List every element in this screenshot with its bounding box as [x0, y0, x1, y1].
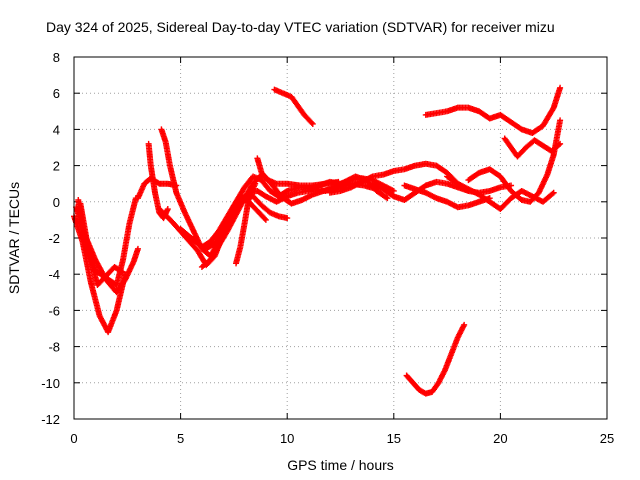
y-tick-label: 0: [53, 195, 60, 210]
series-arc-04: [77, 200, 127, 289]
y-tick-label: -12: [41, 412, 60, 427]
series-arc-16: [369, 178, 515, 203]
series-arc-18: [403, 321, 468, 397]
y-tick-label: -6: [48, 303, 60, 318]
data-point: [557, 140, 564, 147]
data-point: [550, 189, 557, 196]
chart-title: Day 324 of 2025, Sidereal Day-to-day VTE…: [46, 19, 555, 35]
tick-labels: 0 5 10 15 20 25 -12 -10 -8 -6 -4 -2 0 2 4 6 8: [41, 50, 614, 446]
data-point: [383, 194, 390, 201]
data-point: [557, 84, 564, 91]
x-axis-label: GPS time / hours: [287, 457, 394, 473]
data-point: [549, 190, 556, 197]
data-point: [309, 120, 316, 127]
data-point: [335, 178, 342, 185]
y-tick-label: 2: [53, 159, 60, 174]
data-point: [284, 215, 291, 222]
series-arc-12: [233, 180, 259, 267]
y-tick-label: 6: [53, 86, 60, 101]
y-tick-label: -4: [48, 267, 60, 282]
x-tick-label: 25: [600, 431, 614, 446]
data-point: [384, 195, 391, 202]
x-tick-label: 15: [387, 431, 401, 446]
series-arc-14: [271, 86, 316, 127]
data-point: [308, 119, 315, 126]
plot-frame: [73, 56, 608, 420]
series-arc-13: [254, 155, 342, 189]
data-point: [134, 245, 141, 252]
data-point: [164, 206, 171, 213]
data-series: [71, 84, 564, 397]
data-point: [261, 215, 268, 222]
x-tick-label: 0: [70, 431, 77, 446]
data-point: [252, 180, 259, 187]
data-point: [390, 187, 397, 194]
series-arc-11: [203, 193, 269, 252]
series-arc-17: [401, 182, 493, 211]
y-tick-label: 4: [53, 122, 60, 137]
y-tick-label: -10: [41, 376, 60, 391]
data-point: [549, 105, 556, 112]
data-point: [557, 117, 564, 124]
data-point: [118, 268, 125, 275]
y-tick-label: -8: [48, 340, 60, 355]
data-point: [262, 216, 269, 223]
series-arc-19: [422, 84, 564, 137]
grid-lines: [74, 57, 607, 419]
axis-ticks: [73, 56, 608, 420]
y-tick-label: 8: [53, 50, 60, 65]
data-point: [461, 321, 468, 328]
series-arc-01: [71, 213, 129, 336]
y-axis-label: SDTVAR / TECUs: [6, 182, 22, 294]
data-point: [120, 269, 127, 276]
series-arc-22: [501, 135, 564, 160]
y-tick-label: -2: [48, 231, 60, 246]
x-tick-label: 20: [493, 431, 507, 446]
x-tick-label: 10: [280, 431, 294, 446]
series-arc-15: [326, 160, 472, 196]
x-tick-label: 5: [177, 431, 184, 446]
data-point: [555, 141, 562, 148]
